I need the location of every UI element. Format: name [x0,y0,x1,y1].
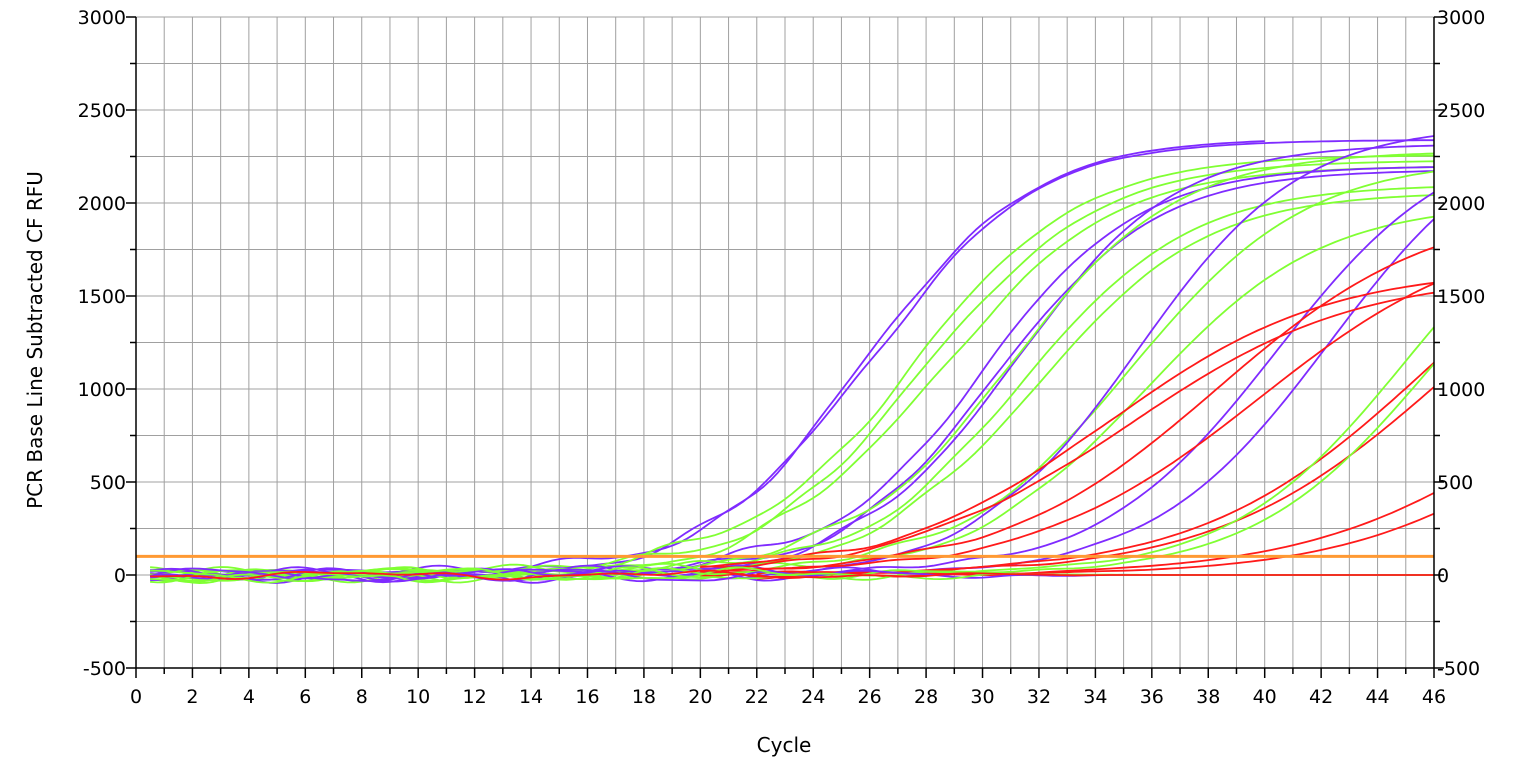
x-tick-label: 14 [519,686,543,708]
x-tick-label: 34 [1083,686,1107,708]
y-tick-label-left: -500 [83,658,126,680]
x-tick-label: 20 [688,686,712,708]
series-line-red [700,281,1435,568]
x-tick-label: 4 [243,686,255,708]
tick-labels: 0 2 4 6 8 10 12 14 16 18 20 22 24 26 28 30 32 34 36 38 40 42 4… [78,7,1486,708]
y-tick-label-left: 500 [90,472,126,494]
series-line-red [150,569,1434,581]
x-tick-label: 2 [186,686,198,708]
y-tick-label-right: 2000 [1437,193,1485,215]
x-tick-label: 46 [1422,686,1446,708]
y-tick-label-left: 2500 [78,100,126,122]
x-tick-label: 0 [130,686,142,708]
series-line-purple [149,218,1435,583]
y-tick-label-right: 2500 [1437,100,1485,122]
y-tick-label-right: 1000 [1437,379,1485,401]
series-line-purple [150,191,1435,582]
x-tick-label: 28 [914,686,938,708]
y-tick-label-right: -500 [1437,658,1480,680]
x-tick-label: 12 [463,686,487,708]
series-line-red [700,291,1435,569]
x-tick-label: 36 [1140,686,1164,708]
x-tick-label: 18 [632,686,656,708]
x-tick-label: 10 [406,686,430,708]
x-tick-label: 44 [1365,686,1389,708]
series-layer [149,135,1435,584]
y-tick-label-right: 0 [1437,565,1449,587]
series-line-green [150,170,1435,583]
y-tick-label-left: 1000 [78,379,126,401]
x-tick-label: 42 [1309,686,1333,708]
x-tick-label: 32 [1027,686,1051,708]
y-tick-label-left: 3000 [78,7,126,29]
x-tick-label: 40 [1253,686,1277,708]
series-line-purple [150,140,1265,582]
series-line-green [149,166,1435,583]
x-axis-title: Cycle [757,733,812,757]
y-tick-label-right: 500 [1437,472,1473,494]
y-tick-label-left: 0 [114,565,126,587]
x-tick-label: 22 [745,686,769,708]
x-tick-label: 30 [970,686,994,708]
x-tick-label: 16 [575,686,599,708]
y-tick-label-right: 3000 [1437,7,1485,29]
x-tick-label: 6 [299,686,311,708]
series-line-red [700,282,1435,577]
series-line-green [149,186,1435,582]
y-axis-title: PCR Base Line Subtracted CF RFU [23,171,47,509]
series-line-green [149,215,1435,582]
x-tick-label: 24 [801,686,825,708]
y-tick-label-right: 1500 [1437,286,1485,308]
series-line-purple [150,139,1434,581]
x-tick-label: 38 [1196,686,1220,708]
y-tick-label-left: 1500 [78,286,126,308]
x-tick-label: 8 [356,686,368,708]
x-tick-label: 26 [858,686,882,708]
plot-frame [126,16,1444,678]
y-tick-label-left: 2000 [78,193,126,215]
series-line-purple [150,166,1435,584]
